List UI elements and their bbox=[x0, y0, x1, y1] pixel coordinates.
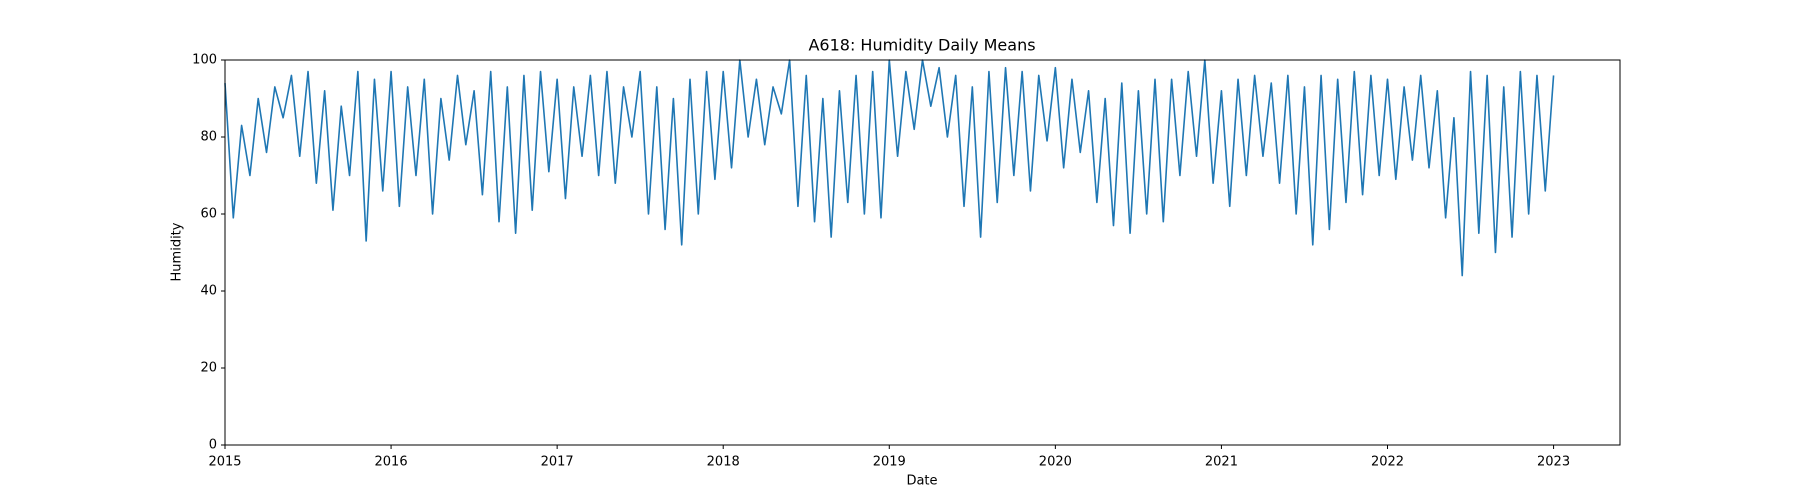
y-tick-label: 20 bbox=[200, 361, 217, 376]
y-tick-label: 0 bbox=[209, 438, 217, 453]
y-tick-label: 40 bbox=[200, 284, 217, 299]
line-series bbox=[224, 59, 1555, 277]
x-tick-label: 2023 bbox=[1537, 455, 1570, 470]
x-axis-label: Date bbox=[906, 474, 937, 489]
x-tick-label: 2016 bbox=[375, 455, 408, 470]
chart-title: A618: Humidity Daily Means bbox=[808, 36, 1035, 55]
y-tick-label: 100 bbox=[192, 53, 217, 68]
y-tick-label: 60 bbox=[200, 207, 217, 222]
x-tick-label: 2018 bbox=[707, 455, 740, 470]
x-tick-label: 2021 bbox=[1205, 455, 1238, 470]
x-tick-label: 2022 bbox=[1371, 455, 1404, 470]
x-tick-label: 2019 bbox=[873, 455, 906, 470]
y-axis-label: Humidity bbox=[170, 222, 185, 281]
y-tick-label: 80 bbox=[200, 130, 217, 145]
x-tick-label: 2015 bbox=[208, 455, 241, 470]
x-tick-label: 2017 bbox=[541, 455, 574, 470]
x-tick-label: 2020 bbox=[1039, 455, 1072, 470]
plot-frame bbox=[224, 59, 1621, 446]
